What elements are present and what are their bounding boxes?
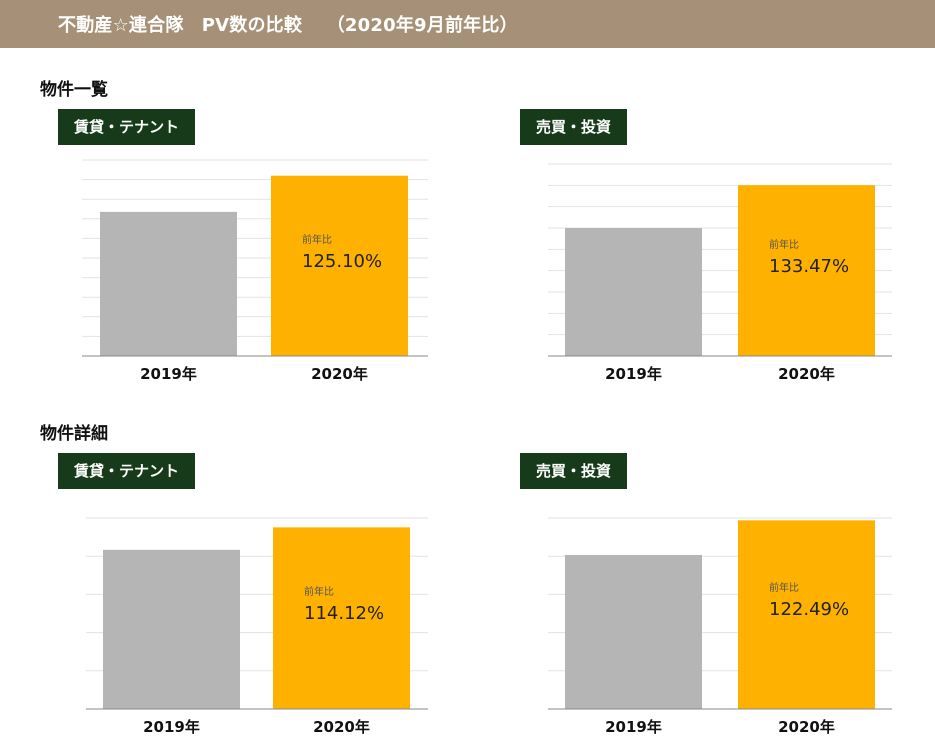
annotation-label: 前年比 [769,581,799,594]
chart-title-badge: 賃貸・テナント [58,109,196,145]
page-title: 不動産☆連合隊 PV数の比較 （2020年9月前年比） [58,15,518,36]
section-title-detail: 物件詳細 [40,424,108,444]
annotation-value: 125.10% [302,251,382,272]
annotation-value: 114.12% [304,603,384,624]
bar-2019年 [103,549,240,709]
bar-2019年 [565,228,702,356]
bar-2019年 [565,554,702,709]
chart-panel-list-rent: 賃貸・テナント 2019年 2020年 前年比 125.10% [58,109,458,409]
annotation-label: 前年比 [769,238,799,251]
x-tick-label: 2019年 [605,365,662,383]
bar-2020年 [273,527,410,709]
section-title-list: 物件一覧 [40,80,108,100]
annotation-label: 前年比 [304,585,334,598]
x-tick-label: 2020年 [778,365,835,383]
bar-chart: 2019年 2020年 前年比 114.12% [86,517,428,736]
chart-title-badge: 売買・投資 [520,109,628,145]
chart-title-badge: 売買・投資 [520,453,628,489]
x-tick-label: 2019年 [143,718,200,736]
chart-panel-detail-sale: 売買・投資 2019年 2020年 前年比 122.49% [520,453,920,753]
bar-2020年 [271,175,408,356]
bar-2020年 [738,520,875,709]
bar-chart: 2019年 2020年 前年比 133.47% [548,163,892,383]
bar-2019年 [100,211,237,356]
bar-2020年 [738,185,875,356]
annotation-value: 122.49% [769,599,849,620]
page-header: 不動産☆連合隊 PV数の比較 （2020年9月前年比） [0,0,935,48]
x-tick-label: 2019年 [605,718,662,736]
x-tick-label: 2020年 [311,365,368,383]
annotation-value: 133.47% [769,256,849,277]
chart-panel-list-sale: 売買・投資 2019年 2020年 前年比 133.47% [520,109,920,409]
annotation-label: 前年比 [302,233,332,246]
x-tick-label: 2020年 [313,718,370,736]
chart-title-badge: 賃貸・テナント [58,453,196,489]
x-tick-label: 2019年 [140,365,197,383]
x-tick-label: 2020年 [778,718,835,736]
chart-panel-detail-rent: 賃貸・テナント 2019年 2020年 前年比 114.12% [58,453,458,753]
bar-chart: 2019年 2020年 前年比 125.10% [82,159,428,383]
bar-chart: 2019年 2020年 前年比 122.49% [548,517,892,736]
